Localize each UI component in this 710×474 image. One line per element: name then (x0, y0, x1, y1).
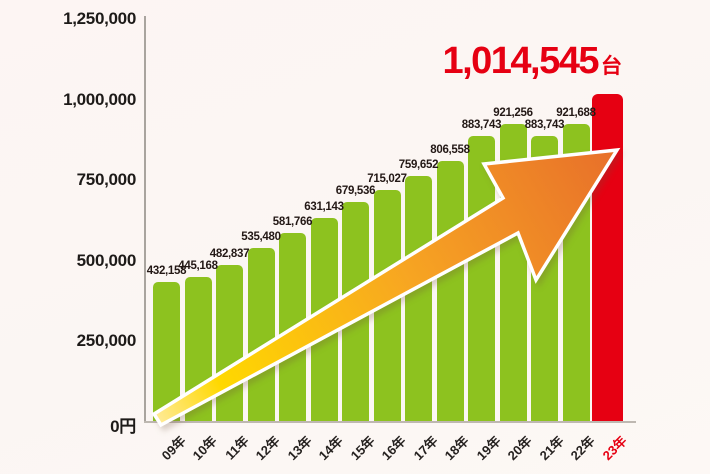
bar (531, 136, 558, 421)
bar-value-label: 679,536 (335, 184, 376, 197)
y-tick-label: 0円 (110, 417, 136, 436)
y-axis-line (144, 16, 146, 422)
bar-value-label: 581,766 (272, 216, 313, 229)
headline-value: 1,014,545 台 (442, 42, 622, 80)
x-axis-label: 17年 (410, 433, 441, 464)
bar (216, 265, 243, 421)
x-axis-label: 12年 (252, 433, 283, 464)
x-axis-label: 16年 (378, 433, 409, 464)
x-axis-label: 19年 (473, 433, 504, 464)
x-axis-label: 18年 (441, 433, 472, 464)
bar (436, 160, 464, 421)
bar (153, 281, 180, 421)
bar-value-label: 921,688 (556, 106, 596, 119)
bar-value-label: 883,743 (461, 119, 502, 132)
x-axis-label: 11年 (221, 433, 252, 463)
bar-value-label: 921,256 (493, 106, 533, 119)
bar-value-label: 631,143 (304, 200, 344, 213)
bar (310, 217, 338, 421)
bar (342, 201, 369, 421)
y-tick-label: 250,000 (76, 331, 137, 351)
x-axis-label: 09年 (158, 433, 189, 464)
bar-value-label: 806,558 (430, 143, 470, 156)
x-axis-label: 23年 (599, 433, 630, 464)
bar-value-label: 445,168 (178, 260, 218, 273)
headline-unit: 台 (601, 55, 622, 78)
y-tick-label: 1,250,000 (63, 9, 136, 28)
x-axis-label: 13年 (284, 433, 315, 464)
x-axis-label: 14年 (315, 433, 346, 464)
y-tick-label: 500,000 (76, 250, 137, 270)
bar (279, 233, 306, 421)
bar (373, 190, 401, 421)
x-axis-baseline (144, 421, 636, 423)
bar (405, 176, 432, 421)
x-axis-label: 21年 (536, 433, 567, 464)
bar (499, 123, 527, 421)
y-tick-label: 750,000 (76, 170, 137, 190)
y-tick-label: 1,000,000 (63, 89, 136, 109)
bar (562, 123, 590, 421)
bar-value-label: 482,837 (209, 248, 250, 261)
x-axis-label: 22年 (567, 433, 598, 464)
bar-highlight (592, 93, 623, 421)
bar-value-label: 883,743 (524, 119, 565, 132)
bar (184, 277, 212, 421)
x-axis-label: 15年 (347, 433, 378, 464)
bar (468, 136, 495, 421)
x-axis-label: 10年 (189, 433, 220, 464)
headline-number: 1,014,545 (442, 40, 599, 82)
x-axis-label: 20年 (504, 433, 535, 464)
bar-value-label: 535,480 (241, 231, 281, 244)
bar-value-label: 715,027 (367, 173, 407, 186)
bar-value-label: 759,652 (398, 159, 439, 172)
bar (247, 248, 275, 421)
